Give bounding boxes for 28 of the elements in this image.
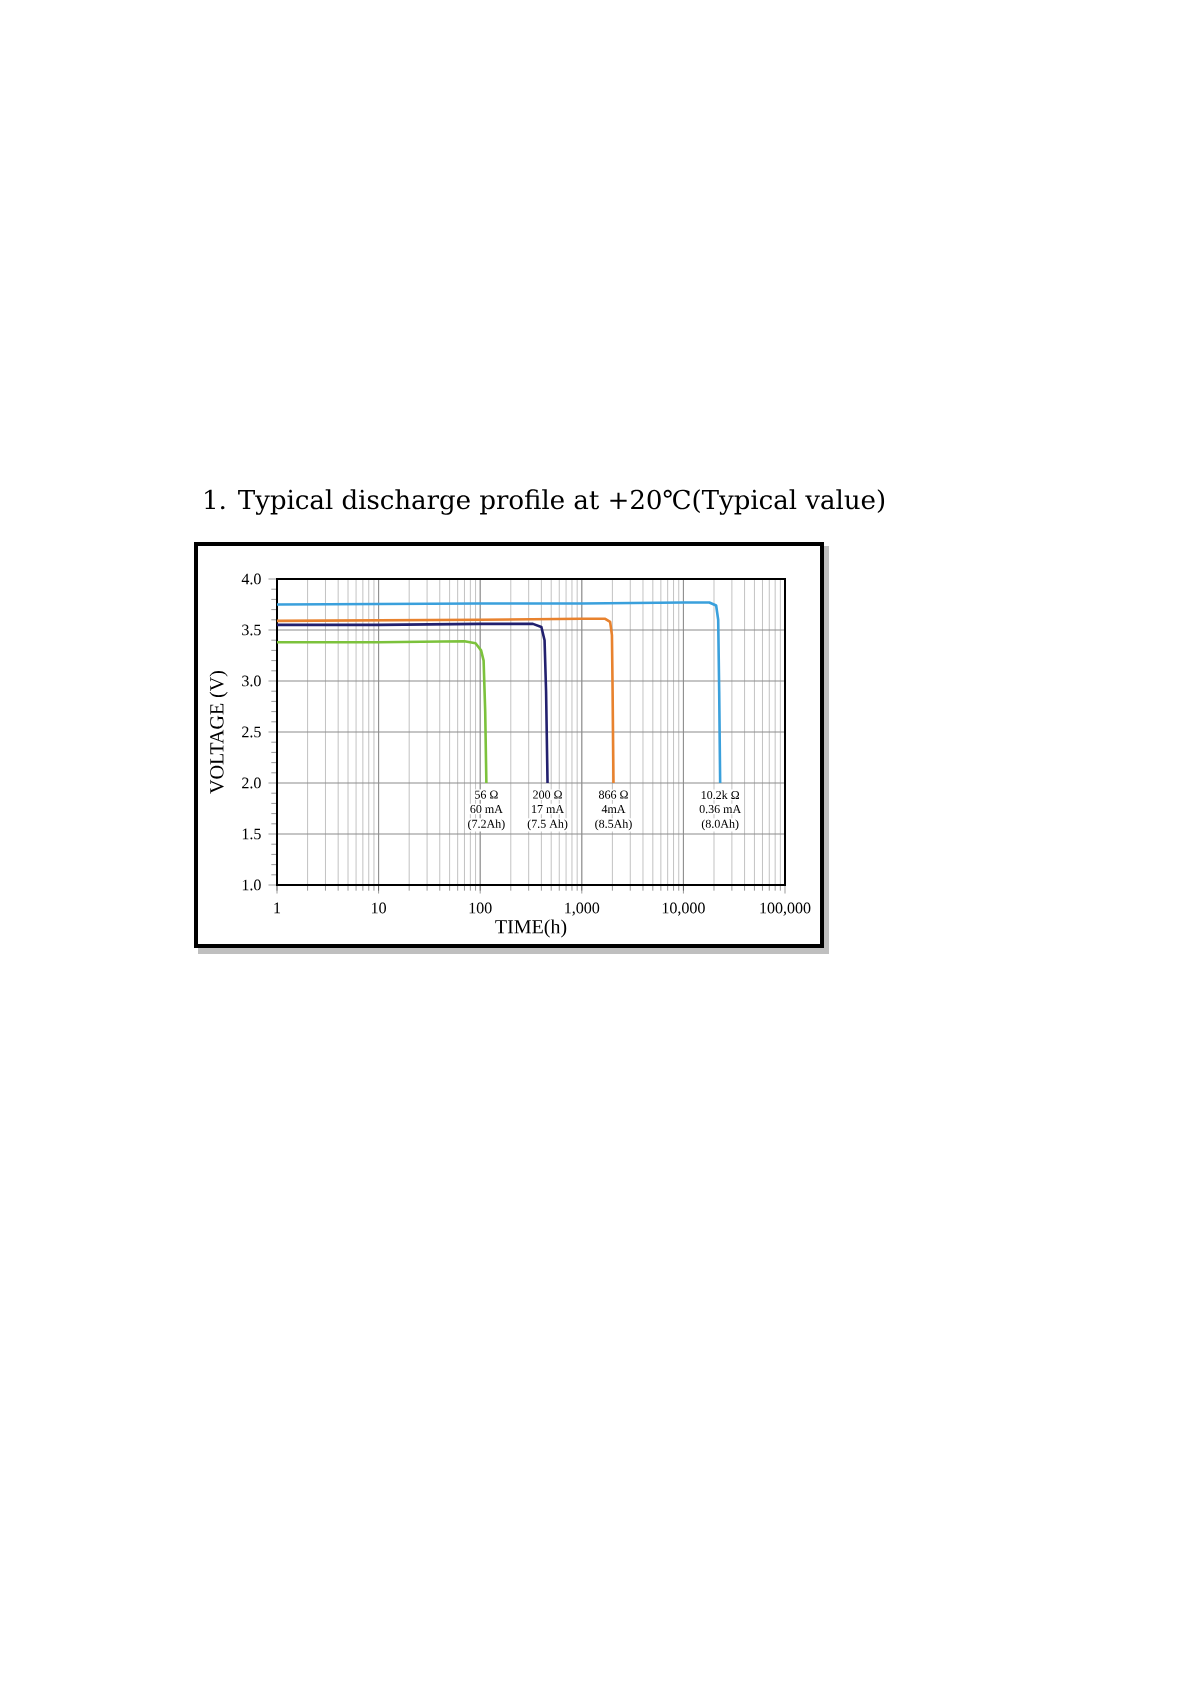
- annotation: (8.0Ah): [701, 819, 739, 831]
- chart-title: 1. Typical discharge profile at +20℃(Typical value): [205, 489, 885, 515]
- y-axis-title: VOLTAGE (V): [209, 671, 228, 794]
- y-tick-label: 1.0: [242, 879, 261, 891]
- annotation: 0.36 mA: [699, 804, 742, 814]
- annotation: 56 Ω: [475, 790, 498, 799]
- annotation: 10.2k Ω: [701, 790, 740, 800]
- annotation: 200 Ω: [533, 790, 562, 799]
- annotation: 17 mA: [532, 805, 564, 813]
- x-tick-label: 1,000: [565, 902, 600, 916]
- y-tick-label: 2.5: [242, 726, 261, 738]
- annotation: 4mA: [601, 805, 626, 813]
- x-tick-label: 100: [469, 902, 492, 914]
- y-tick-label: 4.0: [241, 573, 261, 585]
- x-tick-label: 10: [372, 902, 387, 914]
- annotation: (7.2Ah): [468, 819, 505, 831]
- annotation: (7.5 Ah): [527, 819, 568, 831]
- annotation: 866 Ω: [598, 790, 628, 799]
- x-tick-label: 10,000: [662, 902, 705, 916]
- annotation: 60 mA: [470, 804, 503, 814]
- y-tick-label: 2.0: [242, 777, 261, 789]
- x-tick-label: 100,000: [760, 902, 811, 916]
- annotation: (8.5Ah): [595, 819, 632, 831]
- x-tick-label: 1: [274, 902, 281, 914]
- x-axis-title: TIME(h): [495, 919, 567, 938]
- y-tick-label: 1.5: [242, 828, 261, 840]
- y-tick-label: 3.5: [242, 624, 261, 636]
- y-tick-label: 3.0: [242, 675, 261, 687]
